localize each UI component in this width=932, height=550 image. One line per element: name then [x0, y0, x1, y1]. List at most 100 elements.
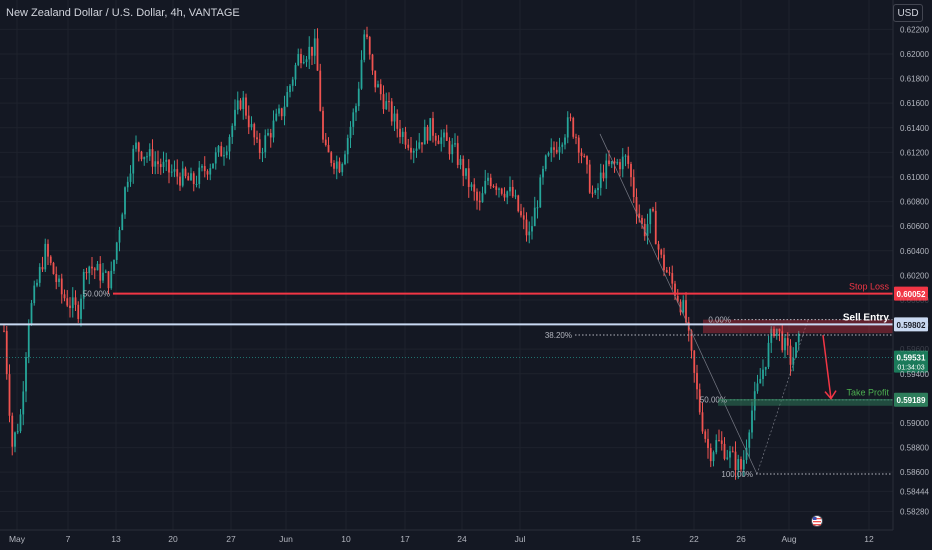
- candle-body: [132, 148, 135, 174]
- candle-body: [170, 171, 173, 173]
- candle-body: [291, 79, 294, 86]
- candle-body: [283, 106, 286, 117]
- candle-body: [401, 131, 404, 137]
- candle-body: [69, 305, 71, 309]
- candle-body: [528, 231, 531, 236]
- candle-body: [33, 285, 36, 304]
- fib-level-label: 50.00%: [700, 396, 727, 405]
- candle-body: [140, 151, 143, 160]
- candle-body: [269, 133, 272, 138]
- candle-body: [245, 97, 247, 116]
- candle-body: [478, 200, 481, 203]
- candle-body: [503, 193, 506, 198]
- candle-body: [671, 273, 674, 284]
- candle-body: [737, 459, 740, 471]
- candle-body: [247, 115, 250, 128]
- candle-body: [311, 46, 313, 56]
- candle-body: [399, 128, 401, 137]
- candle-body: [778, 328, 781, 332]
- candle-body: [613, 161, 616, 164]
- candle-body: [176, 169, 179, 177]
- currency-button[interactable]: USD: [893, 4, 923, 22]
- candle-body: [701, 412, 704, 432]
- candle-body: [434, 135, 437, 141]
- candle-body: [154, 161, 157, 167]
- candle-body: [74, 297, 77, 305]
- candle-body: [294, 65, 297, 80]
- candle-body: [627, 155, 630, 164]
- candle-body: [179, 176, 181, 186]
- candle-body: [360, 59, 363, 89]
- candle-body: [484, 180, 487, 194]
- candle-body: [319, 70, 322, 111]
- candle-body: [338, 161, 341, 173]
- time-axis-label: Aug: [781, 534, 796, 544]
- price-scale-label: 0.61400: [900, 124, 929, 133]
- price-scale-label: 0.59800: [900, 321, 929, 330]
- candle-body: [476, 191, 478, 201]
- candle-body: [459, 158, 462, 165]
- candle-body: [745, 447, 748, 460]
- candle-body: [143, 156, 146, 160]
- candle-body: [665, 270, 668, 273]
- candle-body: [663, 254, 665, 271]
- candle-body: [157, 161, 159, 165]
- candle-body: [616, 162, 619, 164]
- candle-body: [509, 186, 511, 192]
- candle-body: [525, 219, 528, 236]
- time-axis-label: 24: [457, 534, 467, 544]
- candle-body: [473, 184, 476, 192]
- candle-body: [300, 54, 302, 64]
- candle-body: [759, 378, 762, 384]
- price-tag-text: 0.60052: [897, 290, 926, 299]
- candle-body: [88, 266, 91, 274]
- candle-body: [96, 263, 99, 271]
- candle-body: [572, 118, 575, 137]
- candle-body: [500, 188, 503, 194]
- candle-body: [168, 159, 170, 173]
- candle-body: [707, 438, 709, 449]
- price-scale: 0.62200 0.62000 0.61800 0.61600 0.61400 0.612…: [892, 0, 929, 530]
- candle-body: [698, 389, 701, 413]
- candle-body: [93, 268, 96, 271]
- candle-body: [462, 158, 465, 176]
- candle-body: [253, 124, 256, 138]
- candle-body: [63, 294, 66, 299]
- price-scale-label: 0.60800: [900, 198, 929, 207]
- candle-body: [184, 168, 187, 177]
- candle-body: [16, 431, 19, 433]
- candle-body: [723, 443, 726, 459]
- fib-trendline: [756, 319, 809, 475]
- candle-body: [630, 163, 632, 178]
- last-price-countdown: 01:34:03: [897, 365, 924, 372]
- candle-body: [47, 243, 49, 257]
- candle-body: [649, 208, 652, 225]
- candle-body: [756, 383, 759, 392]
- candle-body: [344, 154, 346, 165]
- candle-body: [220, 146, 223, 157]
- candle-body: [660, 249, 663, 255]
- candle-body: [27, 323, 30, 358]
- candle-body: [115, 242, 118, 260]
- candle-body: [558, 146, 561, 153]
- candle-body: [316, 38, 319, 71]
- candle-body: [374, 70, 377, 88]
- candle-body: [390, 101, 393, 122]
- candle-body: [522, 215, 525, 220]
- candle-body: [577, 137, 580, 153]
- candle-body: [258, 139, 261, 153]
- candle-body: [368, 37, 371, 55]
- candle-body: [440, 137, 443, 144]
- candle-body: [602, 172, 605, 179]
- candle-body: [693, 350, 696, 373]
- candle-body: [14, 432, 16, 447]
- candle-body: [385, 101, 388, 110]
- candle-body: [635, 197, 638, 214]
- candle-body: [159, 164, 162, 168]
- candle-body: [55, 274, 58, 283]
- candle-body: [278, 108, 280, 114]
- candle-body: [709, 448, 712, 462]
- candle-body: [272, 120, 275, 138]
- time-axis-label: 7: [66, 534, 71, 544]
